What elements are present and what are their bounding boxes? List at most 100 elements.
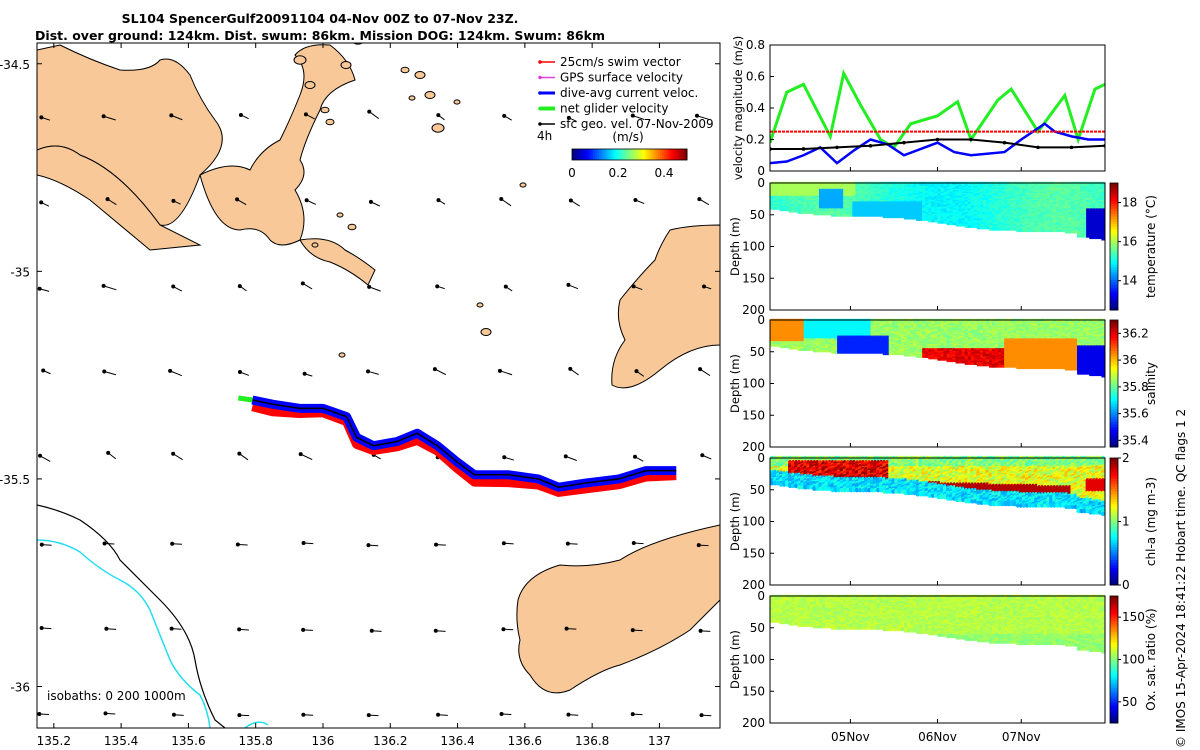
sfc-vel-arrow <box>499 370 513 376</box>
section-cell <box>922 218 926 221</box>
sfc-vel-arrowhead <box>565 541 570 546</box>
colorbar-cell <box>667 149 671 160</box>
sfc-vel-arrowhead <box>433 628 438 633</box>
section-cell <box>843 213 847 217</box>
sfc-vel-arrowhead <box>366 713 371 718</box>
land-kangaroo-peninsula <box>199 44 356 246</box>
colorbar-label: (m/s) <box>612 130 643 144</box>
track-net-velocity <box>237 395 253 403</box>
legend-entry: 25cm/s swim vector <box>560 55 681 69</box>
sfc-vel-arrowhead <box>563 454 568 459</box>
section-cell <box>989 227 993 231</box>
sfc-vel-arrowhead <box>171 198 176 203</box>
sfc-vel-arrowhead <box>169 113 174 118</box>
section-cell <box>907 353 911 357</box>
land-islet <box>453 99 461 105</box>
section-cell <box>1064 230 1069 234</box>
colorbar-cell <box>604 149 607 160</box>
colorbar-cell <box>618 149 621 160</box>
section-cell <box>782 208 786 212</box>
sfc-vel-arrowhead <box>366 543 371 548</box>
section-cell <box>943 220 947 224</box>
section-cell <box>1043 229 1048 233</box>
map-xtick-label: 135.4 <box>104 734 138 748</box>
legend-swatch-head <box>538 60 542 64</box>
section-colorbar-label: temperature (°C) <box>1144 195 1158 298</box>
section-cell <box>825 349 829 353</box>
sfc-vel-arrowhead <box>304 198 309 203</box>
section-cell <box>806 211 811 214</box>
velocity-series-point <box>801 147 806 151</box>
section-cell <box>782 345 786 349</box>
colorbar-tick: 0.2 <box>608 166 627 180</box>
section-cell <box>858 350 862 354</box>
sfc-vel-arrow <box>103 285 117 291</box>
section-cell <box>770 343 774 347</box>
section-cell <box>973 225 978 228</box>
sfc-vel-arrowhead <box>367 284 372 289</box>
colorbar-cell <box>641 149 644 160</box>
section-cell <box>964 225 969 228</box>
sfc-vel-arrowhead <box>566 115 571 120</box>
section-cell <box>818 349 823 353</box>
section-cell <box>773 206 777 210</box>
colorbar-cell <box>577 149 581 160</box>
section-cell <box>885 352 890 356</box>
section-cell <box>879 350 884 354</box>
colorbar-cell <box>633 149 636 160</box>
colorbar-cell <box>602 149 606 160</box>
section-cell <box>840 213 844 217</box>
velocity-ylabel: velocity magnitude (m/s) <box>731 36 745 181</box>
map-xtick-label: 136.2 <box>373 734 407 748</box>
colorbar-tick: 0 <box>568 166 576 180</box>
section-cell <box>855 350 859 354</box>
sfc-vel-arrowhead <box>39 542 44 547</box>
colorbar-cell <box>575 149 579 160</box>
velocity-ytick-label: 0.4 <box>746 101 765 115</box>
sfc-vel-arrowhead <box>694 113 699 118</box>
section-cell <box>952 222 957 226</box>
section-cell <box>834 350 838 354</box>
map-frame <box>36 42 721 729</box>
section-cell <box>958 223 963 227</box>
colorbar-cell <box>587 149 590 160</box>
section-cell <box>818 212 823 216</box>
section-cell <box>837 213 841 217</box>
colorbar-cell <box>619 149 623 160</box>
section-cell <box>1095 236 1099 240</box>
section-cell <box>885 215 890 219</box>
section-cell <box>770 206 774 210</box>
section-cell <box>809 211 814 214</box>
colorbar-cell <box>629 149 632 160</box>
sfc-vel-arrowhead <box>700 453 705 458</box>
section-cell <box>910 216 914 220</box>
colorbar-cell <box>606 149 609 160</box>
sfc-vel-arrowhead <box>631 284 636 289</box>
colorbar-cell <box>677 149 680 160</box>
section-cell <box>888 215 893 219</box>
sfc-vel-arrowhead <box>701 284 706 289</box>
colorbar-cell <box>631 149 634 160</box>
sfc-vel-arrowhead <box>235 197 240 202</box>
section-cell <box>864 213 868 217</box>
section-cell <box>925 218 929 221</box>
map-xtick-label: 136.6 <box>508 734 542 748</box>
sfc-vel-arrowhead <box>101 283 106 288</box>
colorbar-cell <box>662 149 665 160</box>
section-cell <box>861 213 865 217</box>
sfc-vel-arrowhead <box>697 197 702 202</box>
sfc-vel-arrow <box>434 368 446 376</box>
section-cell <box>843 350 847 354</box>
colorbar-cell <box>656 149 659 160</box>
colorbar-cell <box>683 149 686 160</box>
section-cell <box>1074 230 1078 234</box>
legend-swatch-head <box>538 106 542 111</box>
section-cell <box>1010 227 1014 231</box>
section-cell <box>812 212 817 216</box>
section-cell <box>828 212 832 216</box>
sfc-vel-arrowhead <box>171 284 176 289</box>
land-islet <box>347 223 357 231</box>
section-cell <box>834 213 838 217</box>
section-cell <box>815 212 820 216</box>
